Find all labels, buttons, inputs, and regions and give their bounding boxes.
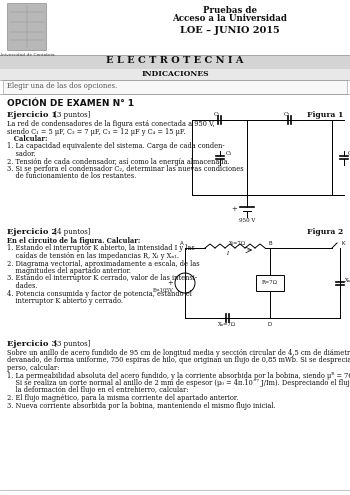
Text: En el circuito de la figura. Calcular:: En el circuito de la figura. Calcular:	[7, 237, 140, 245]
Text: [3 puntos]: [3 puntos]	[52, 340, 90, 348]
Text: Ejercicio 2: Ejercicio 2	[7, 228, 57, 236]
Text: +: +	[167, 279, 173, 287]
Bar	[0, 55, 350, 69]
Text: Sobre un anillo de acero fundido de 95 cm de longitud media y sección circular d: Sobre un anillo de acero fundido de 95 c…	[7, 349, 350, 357]
Text: E L E C T R O T E C N I A: E L E C T R O T E C N I A	[106, 56, 244, 65]
Text: LOE – JUNIO 2015: LOE – JUNIO 2015	[180, 26, 280, 35]
Text: dades.: dades.	[7, 282, 37, 290]
Text: 3. Si se perfora el condensador C₂, determinar las nuevas condiciones: 3. Si se perfora el condensador C₂, dete…	[7, 165, 244, 173]
Text: Ejercicio 3: Ejercicio 3	[7, 340, 57, 348]
Text: E=105V: E=105V	[152, 288, 173, 293]
Text: Calcular:: Calcular:	[7, 135, 48, 143]
Text: 950 V: 950 V	[239, 218, 255, 223]
FancyBboxPatch shape	[7, 3, 47, 50]
Text: Pruebas de: Pruebas de	[203, 6, 257, 15]
Text: [3 puntos]: [3 puntos]	[52, 111, 90, 119]
Text: INDICACIONES: INDICACIONES	[141, 70, 209, 78]
Text: C₁: C₁	[214, 112, 220, 117]
Text: A: A	[180, 241, 184, 246]
Text: C₄: C₄	[348, 151, 350, 156]
Text: perso, calcular:: perso, calcular:	[7, 364, 60, 372]
Text: I: I	[226, 251, 229, 256]
Text: 2. Tensión de cada condensador, así como la energía almacenada.: 2. Tensión de cada condensador, así como…	[7, 157, 230, 165]
Text: 2. El flujo magnético, para la misma corriente del apartado anterior.: 2. El flujo magnético, para la misma cor…	[7, 394, 238, 402]
Bar	[0, 69, 350, 80]
Text: Figura 1: Figura 1	[307, 111, 343, 119]
Text: 3. Estando el interruptor K cerrado, valor de las intensi-: 3. Estando el interruptor K cerrado, val…	[7, 275, 197, 283]
Text: Ejercicio 1: Ejercicio 1	[7, 111, 57, 119]
Text: Figura 2: Figura 2	[307, 228, 343, 236]
Text: R=7Ω: R=7Ω	[262, 281, 278, 286]
Text: Elegir una de las dos opciones.: Elegir una de las dos opciones.	[7, 82, 117, 90]
Bar	[3, 80, 347, 94]
Text: C₂: C₂	[283, 112, 290, 117]
Text: 2. Diagrama vectorial, aproximadamente a escala, de las: 2. Diagrama vectorial, aproximadamente a…	[7, 259, 199, 267]
Text: 1. La permeabilidad absoluta del acero fundido, y la corriente absorbida por la : 1. La permeabilidad absoluta del acero f…	[7, 372, 350, 380]
Text: D: D	[268, 322, 272, 327]
Text: 3. Nueva corriente absorbida por la bobina, manteniendo el mismo flujo inicial.: 3. Nueva corriente absorbida por la bobi…	[7, 401, 276, 409]
Text: sador.: sador.	[7, 150, 36, 158]
Text: 1. La capacidad equivalente del sistema. Carga de cada conden-: 1. La capacidad equivalente del sistema.…	[7, 143, 225, 150]
Text: C₃: C₃	[225, 151, 232, 156]
Text: [4 puntos]: [4 puntos]	[52, 228, 91, 236]
Text: Xₗ=7Ω: Xₗ=7Ω	[229, 241, 246, 246]
Text: La red de condensadores de la figura está conectada a 950 V,: La red de condensadores de la figura est…	[7, 120, 215, 128]
Text: Si se realiza un corte normal al anillo de 2 mm de espesor (μ₀ = 4π.10⁻⁷ J/Im). : Si se realiza un corte normal al anillo …	[7, 379, 350, 387]
Text: caídas de tensión en las impedancias R, Xₗ y Xₙ₁.: caídas de tensión en las impedancias R, …	[7, 252, 179, 260]
Text: magnitudes del apartado anterior.: magnitudes del apartado anterior.	[7, 267, 131, 275]
Text: Acceso a la Universidad: Acceso a la Universidad	[173, 14, 287, 23]
Bar	[256, 275, 284, 291]
Text: +: +	[231, 205, 237, 213]
Text: 1. Estando el interruptor K abierto, la intensidad I y las: 1. Estando el interruptor K abierto, la …	[7, 245, 195, 252]
Text: devanado, de forma uniforme, 750 espiras de hilo, que originan un flujo de 0,85 : devanado, de forma uniforme, 750 espiras…	[7, 356, 350, 364]
Text: la deformación del flujo en el entrehierro, calcular:: la deformación del flujo en el entrehier…	[7, 387, 189, 395]
Text: interruptor K abierto y cerrado.: interruptor K abierto y cerrado.	[7, 297, 123, 305]
Text: de funcionamiento de los restantes.: de funcionamiento de los restantes.	[7, 172, 136, 181]
Text: 4. Potencia consumida y factor de potencia, estando el: 4. Potencia consumida y factor de potenc…	[7, 290, 192, 297]
Text: Xₙ=7Ω: Xₙ=7Ω	[345, 278, 350, 283]
Text: OPCIÓN DE EXAMEN N° 1: OPCIÓN DE EXAMEN N° 1	[7, 99, 134, 108]
Text: K: K	[341, 241, 344, 246]
Text: B: B	[268, 241, 272, 246]
Text: Xₙ=7Ω: Xₙ=7Ω	[218, 322, 237, 327]
Text: Universidad de Cantabria: Universidad de Cantabria	[0, 53, 55, 57]
Text: siendo C₁ = 5 μF, C₂ = 7 μF, C₃ = 12 μF y C₄ = 15 μF.: siendo C₁ = 5 μF, C₂ = 7 μF, C₃ = 12 μF …	[7, 128, 186, 136]
